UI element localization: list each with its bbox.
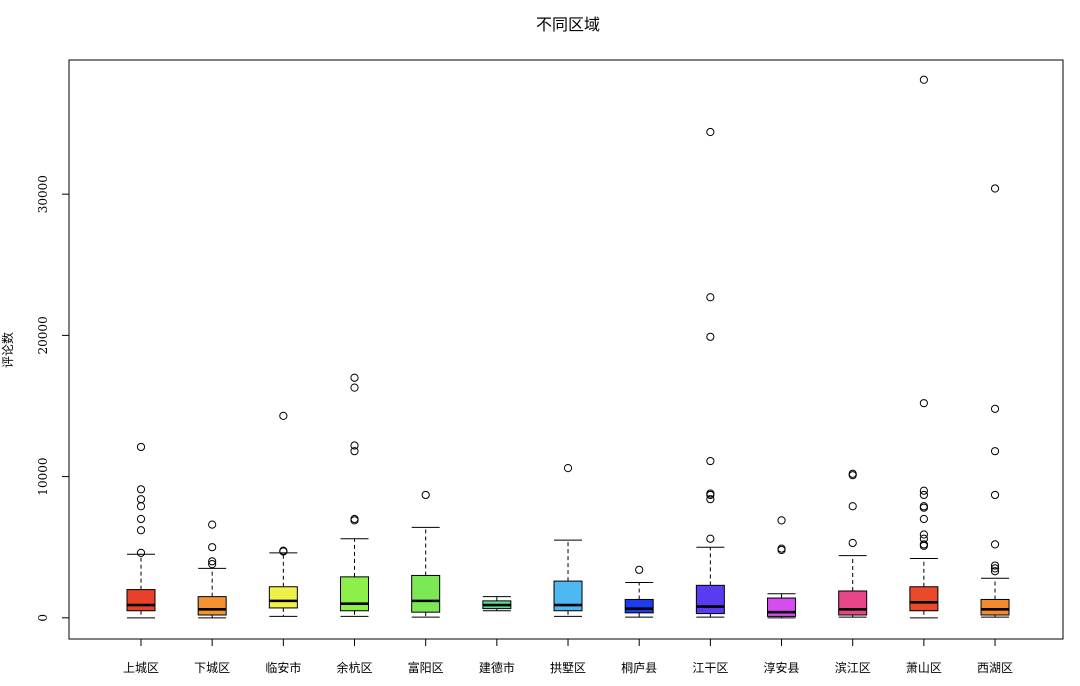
outlier-point [350,441,359,450]
outlier-point [208,520,217,529]
box-rect [909,586,939,612]
box-rect [268,586,298,609]
outlier-point [136,548,146,557]
box-7 [553,464,583,617]
y-tick-label: 20000 [36,316,50,354]
box-rect [340,576,370,612]
outlier-point [136,485,146,494]
x-tick-label: 桐庐县 [621,660,657,675]
box-9 [695,127,725,618]
outlier-point [136,442,146,452]
outlier-point [919,399,928,408]
outlier-point [919,540,928,549]
outlier-point [919,530,928,539]
outlier-point [919,486,928,495]
x-tick-label: 江干区 [692,661,728,675]
box-13 [980,184,1010,618]
box-rect [767,597,797,617]
outlier-point [350,514,359,524]
outlier-point [990,561,1000,570]
x-tick-label: 拱墅区 [550,661,586,675]
outlier-point [848,538,857,548]
x-tick-label: 淳安县 [764,660,800,675]
outlier-point [919,514,928,524]
box-rect [695,584,725,615]
outlier-point [350,373,359,382]
outlier-point [136,502,146,511]
outlier-point [350,447,359,456]
box-rect [980,598,1010,616]
outlier-point [350,383,359,392]
outlier-point [919,75,928,84]
outlier-point [706,489,715,498]
outlier-point [279,546,288,555]
outlier-point [990,490,1000,500]
outlier-point [421,490,430,500]
outlier-point [777,544,786,553]
x-tick-label: 西湖区 [977,660,1013,675]
outlier-point [706,456,715,466]
x-tick-label: 下城区 [194,661,230,675]
x-tick-label: 滨江区 [835,660,871,675]
outlier-point [919,534,928,543]
box-6 [482,596,512,612]
outlier-point [706,293,715,302]
x-axis: 上城区 下城区 临安市 余杭区 富阳区 建德市 拱墅区 桐庐县 江干区 淳安县 滨江区 萧山区 西湖区 [123,638,1013,675]
box-rect [126,589,156,612]
box-3 [268,411,298,617]
y-axis-label: 评论数 [0,332,15,368]
box-4 [340,373,370,617]
outlier-point [136,526,146,535]
box-5 [411,490,441,618]
outlier-point [706,534,715,543]
outlier-point [777,516,786,525]
outlier-point [990,540,1000,549]
box-12 [909,75,939,619]
outlier-point [919,490,928,500]
box-2 [197,520,227,619]
box-11 [838,469,868,618]
outlier-point [706,495,715,504]
outlier-point [990,564,1000,573]
y-tick-label: 0 [36,614,50,622]
box-8 [624,565,654,618]
outlier-point [919,502,928,511]
outlier-point [990,404,1000,413]
box-rect [197,596,227,616]
outlier-point [706,332,715,341]
outlier-point [706,127,715,137]
box-rect [624,598,654,614]
box-1 [126,442,156,619]
x-tick-label: 临安市 [265,660,301,675]
y-tick-label: 30000 [36,175,50,213]
x-tick-label: 余杭区 [337,660,373,675]
outlier-point [208,560,217,569]
outlier-point [563,464,573,473]
box-rect [838,590,868,616]
box-rect [411,574,441,613]
outlier-point [635,565,644,574]
x-tick-label: 建德市 [479,660,515,675]
y-axis: 0 10000 20000 30000 [36,175,70,622]
x-tick-label: 上城区 [123,661,159,675]
x-tick-label: 萧山区 [906,661,942,675]
box-10 [767,516,797,619]
chart-title: 不同区域 [536,15,600,34]
box-series [126,75,1010,619]
outlier-point [279,411,288,420]
y-tick-label: 10000 [36,458,50,496]
outlier-point [990,567,1000,576]
outlier-point [208,543,217,552]
outlier-point [990,184,1000,193]
outlier-point [990,447,1000,456]
outlier-point [848,469,857,478]
outlier-point [136,495,146,504]
x-tick-label: 富阳区 [408,660,444,675]
outlier-point [136,514,146,524]
outlier-point [848,502,857,511]
outlier-point [208,557,217,566]
plot-frame [68,59,1064,640]
